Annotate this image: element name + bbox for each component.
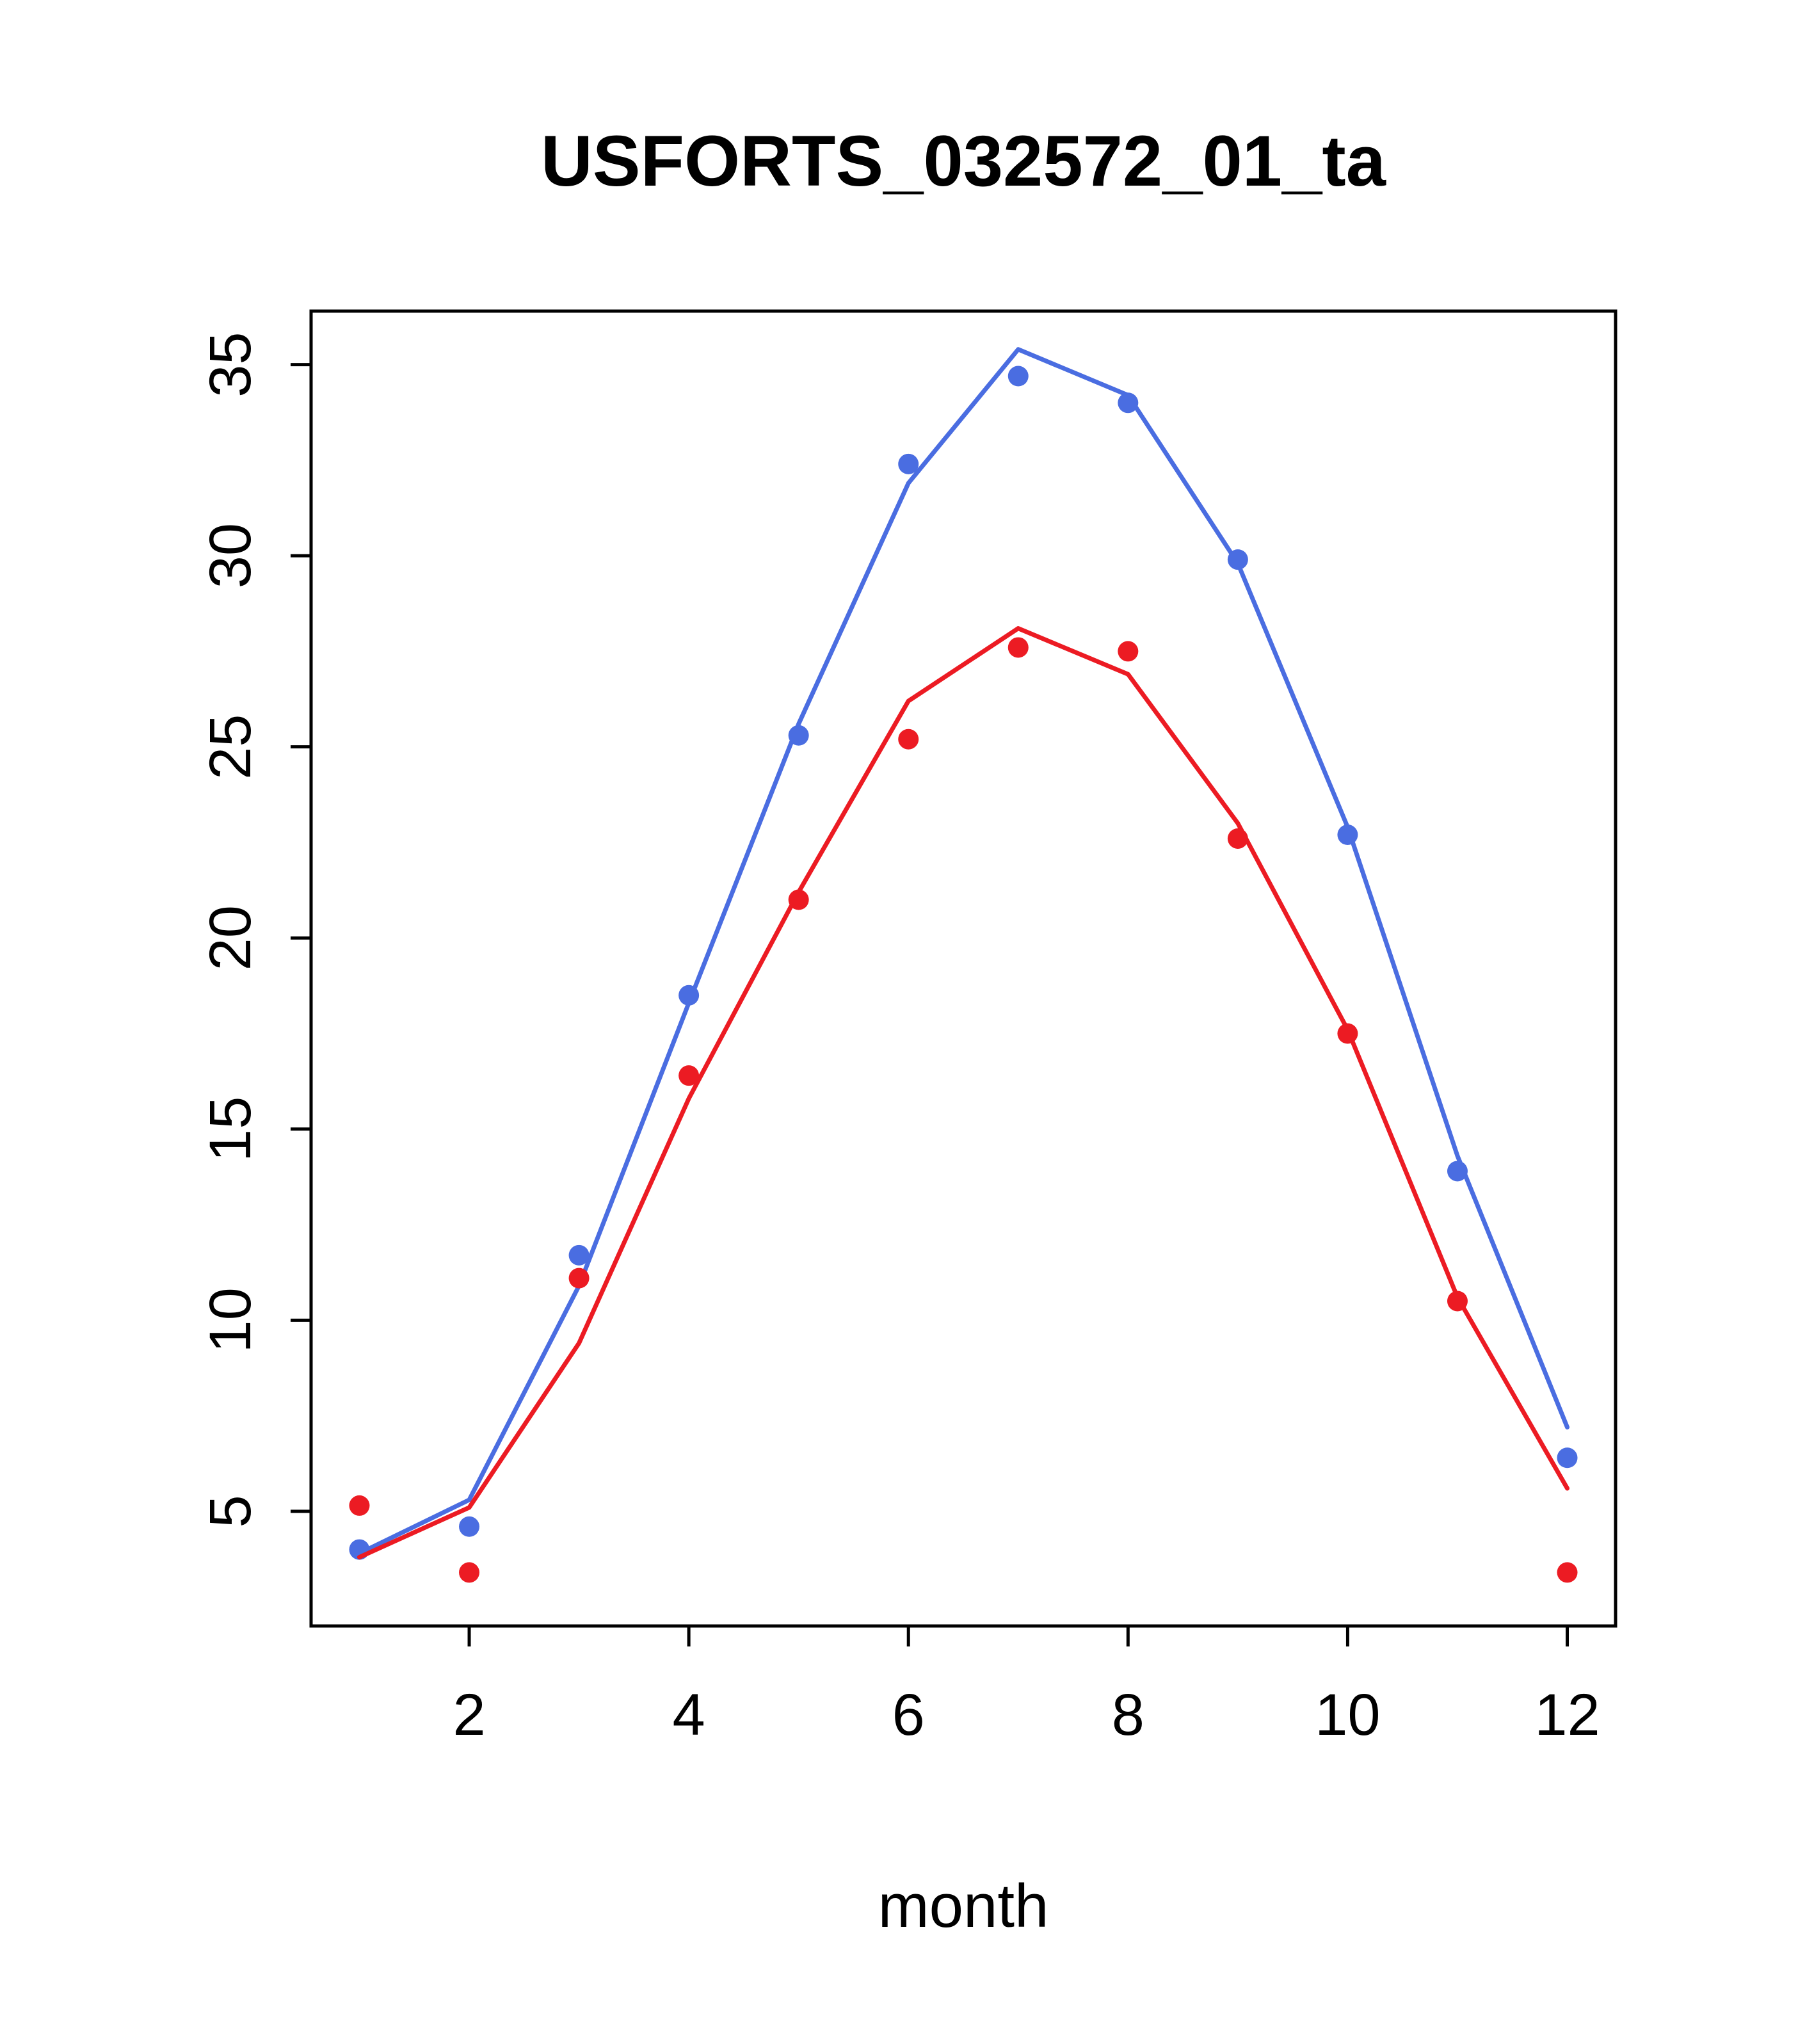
blue-observed-points-marker: [1007, 366, 1029, 387]
blue-observed-points: [349, 366, 1578, 1560]
red-observed-points-marker: [568, 1267, 590, 1289]
blue-observed-points-marker: [459, 1516, 480, 1537]
blue-observed-points-marker: [568, 1244, 590, 1266]
plot-box: [309, 309, 1617, 1628]
blue-observed-points-marker: [678, 985, 700, 1006]
red-observed-points-marker: [1227, 828, 1248, 849]
blue-observed-points-marker: [1447, 1161, 1468, 1182]
red-observed-points-marker: [1447, 1291, 1468, 1312]
red-observed-points: [349, 637, 1578, 1583]
y-tick-label: 35: [198, 332, 263, 397]
blue-observed-points-marker: [1118, 392, 1139, 414]
blue-observed-points-marker: [1557, 1447, 1578, 1469]
y-tick-label: 30: [198, 523, 263, 588]
blue-observed-points-marker: [898, 453, 919, 474]
x-tick-label: 2: [453, 1682, 485, 1748]
y-tick-label: 5: [198, 1495, 263, 1527]
blue-observed-points-marker: [1337, 825, 1358, 846]
y-tick-label: 10: [198, 1287, 263, 1353]
red-observed-points-marker: [898, 728, 919, 750]
blue-observed-points-marker: [788, 725, 809, 746]
series-layer: [349, 347, 1578, 1583]
y-tick-label: 15: [198, 1097, 263, 1162]
red-observed-points-marker: [788, 889, 809, 910]
x-tick-label: 10: [1315, 1682, 1380, 1748]
y-tick-label: 20: [198, 905, 263, 970]
red-observed-points-marker: [1557, 1562, 1578, 1583]
red-observed-points-marker: [349, 1495, 370, 1516]
red-observed-points-marker: [1118, 641, 1139, 662]
x-axis-label: month: [878, 1872, 1049, 1940]
blue-fit-line: [357, 347, 1570, 1556]
axis-ticks: 2 4 6 8 10 12 5 10 15 20 25 30 35: [198, 332, 1600, 1748]
chart-title: USFORTS_032572_01_ta: [541, 121, 1386, 201]
x-tick-label: 6: [892, 1682, 925, 1748]
red-observed-points-marker: [1007, 637, 1029, 658]
red-observed-points-marker: [1337, 1023, 1358, 1044]
red-observed-points-marker: [678, 1065, 700, 1086]
blue-observed-points-marker: [1227, 549, 1248, 570]
red-fit-line: [357, 626, 1570, 1560]
x-tick-label: 8: [1112, 1682, 1144, 1748]
x-tick-label: 4: [673, 1682, 705, 1748]
x-tick-label: 12: [1534, 1682, 1600, 1748]
y-tick-label: 25: [198, 714, 263, 780]
red-observed-points-marker: [459, 1562, 480, 1583]
